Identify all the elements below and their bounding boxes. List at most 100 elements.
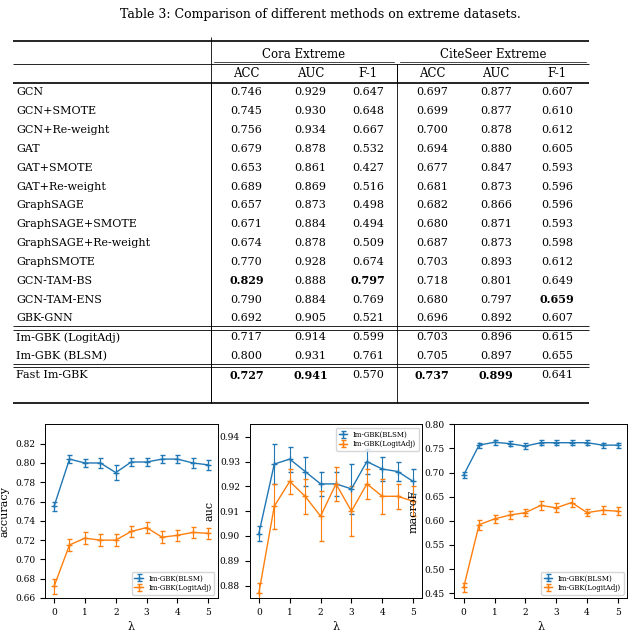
- Text: 0.873: 0.873: [294, 201, 326, 210]
- Text: ACC: ACC: [233, 67, 260, 80]
- Text: GraphSAGE: GraphSAGE: [16, 201, 84, 210]
- Text: 0.674: 0.674: [352, 257, 384, 267]
- Text: 0.593: 0.593: [541, 219, 573, 230]
- Text: 0.797: 0.797: [351, 275, 385, 286]
- Text: 0.599: 0.599: [352, 332, 384, 342]
- Text: 0.914: 0.914: [294, 332, 326, 342]
- Text: 0.769: 0.769: [352, 294, 384, 305]
- Text: 0.532: 0.532: [352, 144, 384, 154]
- Text: 0.682: 0.682: [416, 201, 448, 210]
- Text: 0.697: 0.697: [416, 87, 448, 97]
- Text: 0.705: 0.705: [416, 351, 448, 361]
- Text: 0.877: 0.877: [480, 106, 512, 116]
- Text: 0.647: 0.647: [352, 87, 384, 97]
- Text: 0.657: 0.657: [230, 201, 262, 210]
- Text: 0.521: 0.521: [352, 314, 384, 323]
- Y-axis label: auc: auc: [204, 501, 214, 521]
- Y-axis label: macroF: macroF: [409, 489, 419, 533]
- Text: 0.680: 0.680: [416, 294, 448, 305]
- Text: Cora Extreme: Cora Extreme: [262, 48, 346, 61]
- Text: F-1: F-1: [358, 67, 378, 80]
- Text: GCN: GCN: [16, 87, 43, 97]
- Text: 0.861: 0.861: [294, 163, 326, 173]
- Text: 0.930: 0.930: [294, 106, 326, 116]
- Text: 0.494: 0.494: [352, 219, 384, 230]
- Text: 0.612: 0.612: [541, 125, 573, 135]
- Text: 0.905: 0.905: [294, 314, 326, 323]
- X-axis label: λ: λ: [333, 622, 339, 632]
- Text: GCN-TAM-BS: GCN-TAM-BS: [16, 276, 92, 285]
- Text: 0.699: 0.699: [416, 106, 448, 116]
- Text: 0.612: 0.612: [541, 257, 573, 267]
- Text: GBK-GNN: GBK-GNN: [16, 314, 73, 323]
- Text: Im-GBK (LogitAdj): Im-GBK (LogitAdj): [16, 332, 120, 343]
- Text: GraphSMOTE: GraphSMOTE: [16, 257, 95, 267]
- Text: GCN+Re-weight: GCN+Re-weight: [16, 125, 109, 135]
- Text: 0.718: 0.718: [416, 276, 448, 285]
- Text: Im-GBK (BLSM): Im-GBK (BLSM): [16, 351, 107, 361]
- Text: 0.674: 0.674: [230, 238, 262, 248]
- Text: 0.498: 0.498: [352, 201, 384, 210]
- Text: 0.717: 0.717: [230, 332, 262, 342]
- Text: 0.899: 0.899: [479, 370, 513, 381]
- Text: 0.605: 0.605: [541, 144, 573, 154]
- Text: 0.790: 0.790: [230, 294, 262, 305]
- Legend: Im-GBK(BLSM), Im-GBK(LogitAdj): Im-GBK(BLSM), Im-GBK(LogitAdj): [132, 572, 214, 595]
- Text: 0.929: 0.929: [294, 87, 326, 97]
- Text: 0.847: 0.847: [480, 163, 512, 173]
- Text: Table 3: Comparison of different methods on extreme datasets.: Table 3: Comparison of different methods…: [120, 8, 520, 21]
- Text: 0.884: 0.884: [294, 219, 326, 230]
- Text: 0.934: 0.934: [294, 125, 326, 135]
- Text: 0.679: 0.679: [230, 144, 262, 154]
- Text: 0.680: 0.680: [416, 219, 448, 230]
- X-axis label: λ: λ: [538, 622, 544, 632]
- Text: GCN-TAM-ENS: GCN-TAM-ENS: [16, 294, 102, 305]
- Text: GCN+SMOTE: GCN+SMOTE: [16, 106, 96, 116]
- Text: ACC: ACC: [419, 67, 445, 80]
- Text: 0.427: 0.427: [352, 163, 384, 173]
- Text: 0.745: 0.745: [230, 106, 262, 116]
- Text: 0.689: 0.689: [230, 181, 262, 192]
- X-axis label: λ: λ: [128, 622, 134, 632]
- Text: F-1: F-1: [547, 67, 566, 80]
- Text: 0.888: 0.888: [294, 276, 326, 285]
- Text: 0.677: 0.677: [416, 163, 448, 173]
- Text: 0.610: 0.610: [541, 106, 573, 116]
- Text: CiteSeer Extreme: CiteSeer Extreme: [440, 48, 546, 61]
- Text: 0.893: 0.893: [480, 257, 512, 267]
- Text: 0.873: 0.873: [480, 238, 512, 248]
- Text: 0.648: 0.648: [352, 106, 384, 116]
- Legend: Im-GBK(BLSM), Im-GBK(LogitAdj): Im-GBK(BLSM), Im-GBK(LogitAdj): [541, 572, 624, 595]
- Text: 0.607: 0.607: [541, 314, 573, 323]
- Text: 0.800: 0.800: [230, 351, 262, 361]
- Text: 0.570: 0.570: [352, 370, 384, 380]
- Text: 0.941: 0.941: [293, 370, 328, 381]
- Text: 0.667: 0.667: [352, 125, 384, 135]
- Text: 0.696: 0.696: [416, 314, 448, 323]
- Text: 0.866: 0.866: [480, 201, 512, 210]
- Text: 0.598: 0.598: [541, 238, 573, 248]
- Text: GAT+SMOTE: GAT+SMOTE: [16, 163, 93, 173]
- Text: 0.516: 0.516: [352, 181, 384, 192]
- Text: 0.671: 0.671: [230, 219, 262, 230]
- Text: 0.596: 0.596: [541, 181, 573, 192]
- Text: 0.700: 0.700: [416, 125, 448, 135]
- Text: Fast Im-GBK: Fast Im-GBK: [16, 370, 88, 380]
- Text: 0.878: 0.878: [480, 125, 512, 135]
- Text: 0.659: 0.659: [540, 294, 574, 305]
- Text: AUC: AUC: [483, 67, 509, 80]
- Text: 0.931: 0.931: [294, 351, 326, 361]
- Text: 0.829: 0.829: [229, 275, 264, 286]
- Text: 0.703: 0.703: [416, 332, 448, 342]
- Text: 0.897: 0.897: [480, 351, 512, 361]
- Y-axis label: accuracy: accuracy: [0, 485, 10, 537]
- Text: 0.703: 0.703: [416, 257, 448, 267]
- Text: 0.877: 0.877: [480, 87, 512, 97]
- Text: 0.880: 0.880: [480, 144, 512, 154]
- Text: 0.928: 0.928: [294, 257, 326, 267]
- Text: 0.653: 0.653: [230, 163, 262, 173]
- Text: GraphSAGE+SMOTE: GraphSAGE+SMOTE: [16, 219, 137, 230]
- Text: 0.655: 0.655: [541, 351, 573, 361]
- Text: 0.878: 0.878: [294, 144, 326, 154]
- Text: 0.607: 0.607: [541, 87, 573, 97]
